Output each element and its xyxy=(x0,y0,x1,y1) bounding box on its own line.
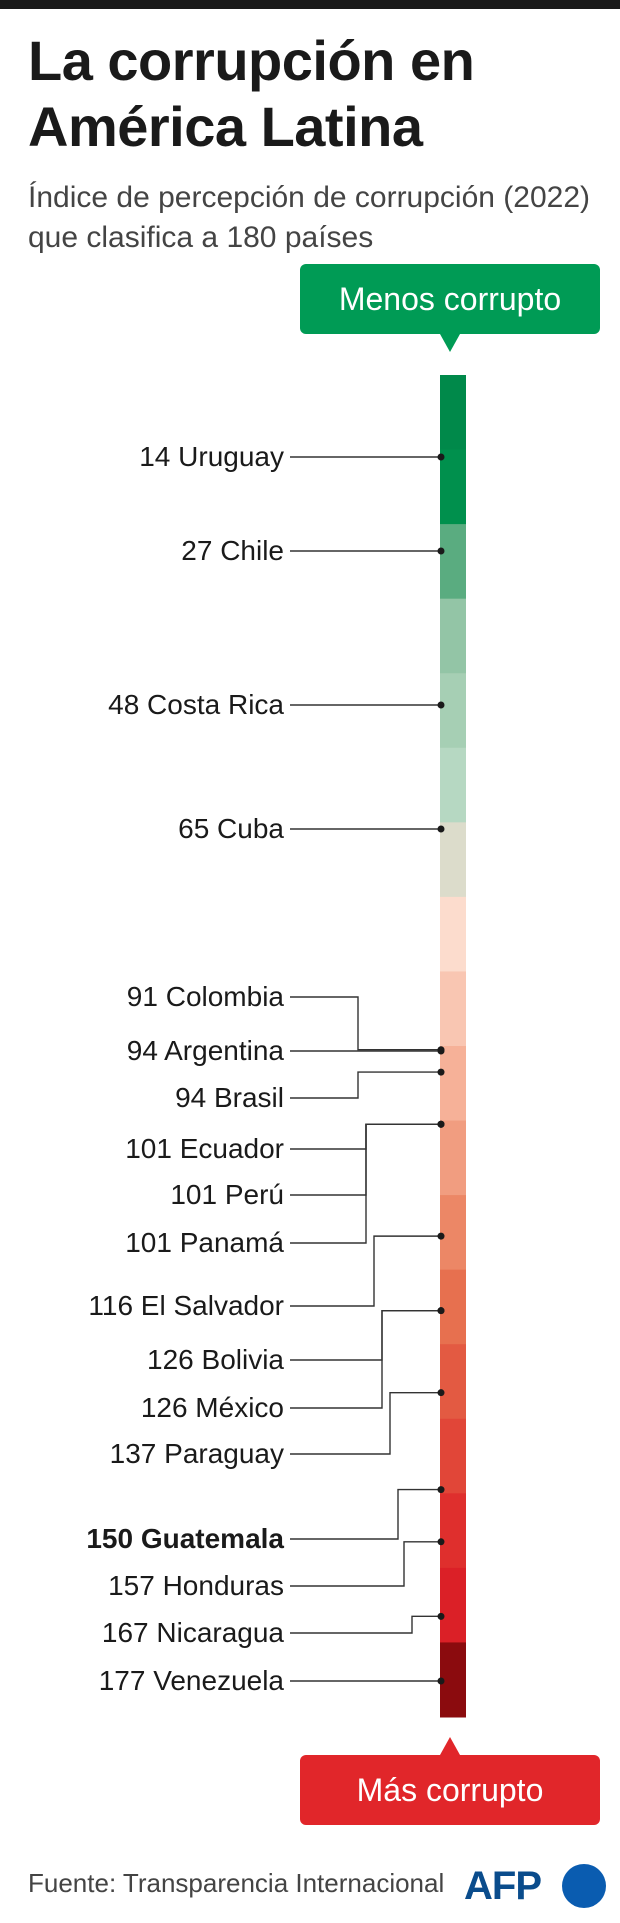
rank-marker xyxy=(437,701,445,709)
scale-segment xyxy=(440,1046,466,1122)
scale-segment xyxy=(440,598,466,674)
rank-marker xyxy=(437,1677,445,1685)
country-label: 157 Honduras xyxy=(108,1570,284,1601)
scale-segment xyxy=(440,1120,466,1196)
country-label: 94 Brasil xyxy=(175,1082,284,1113)
scale-segment xyxy=(440,1418,466,1494)
leader-line xyxy=(290,1235,441,1307)
country-label: 177 Venezuela xyxy=(99,1665,285,1696)
country-label: 101 Ecuador xyxy=(125,1133,284,1164)
source-note: Fuente: Transparencia Internacional xyxy=(28,1868,445,1898)
chart-subtitle: Índice de percepción de corrupción (2022… xyxy=(28,181,591,254)
country-label: 94 Argentina xyxy=(127,1035,285,1066)
rank-marker xyxy=(437,1068,445,1076)
scale-segment xyxy=(440,1195,466,1271)
rank-marker xyxy=(437,1612,445,1620)
scale-segment xyxy=(440,524,466,600)
scale-segment xyxy=(440,1567,466,1643)
rank-marker xyxy=(437,1047,445,1055)
leader-line xyxy=(290,1488,441,1540)
afp-logo-dot-icon xyxy=(562,1864,606,1908)
rank-marker xyxy=(437,1486,445,1494)
country-label: 116 El Salvador xyxy=(88,1290,284,1321)
leader-line xyxy=(290,1541,441,1587)
country-label: 14 Uruguay xyxy=(139,441,284,472)
country-label: 27 Chile xyxy=(181,535,284,566)
country-label: 126 México xyxy=(141,1392,284,1423)
scale-segment xyxy=(440,896,466,972)
scale-segment xyxy=(440,449,466,525)
scale-top-label: Menos corrupto xyxy=(300,264,600,352)
scale-segment xyxy=(440,1344,466,1420)
leader-line xyxy=(290,1123,441,1244)
scale-segment xyxy=(440,971,466,1047)
rank-marker xyxy=(437,1389,445,1397)
afp-logo: AFP xyxy=(464,1864,614,1908)
rank-marker xyxy=(437,825,445,833)
leader-line xyxy=(290,1615,441,1634)
rank-marker xyxy=(437,453,445,461)
scale-bottom-label: Más corrupto xyxy=(300,1737,600,1825)
leader-line xyxy=(290,1071,441,1099)
rank-marker xyxy=(437,547,445,555)
country-label: 150 Guatemala xyxy=(86,1523,284,1554)
rank-marker xyxy=(437,1120,445,1128)
leader-line xyxy=(290,1309,441,1361)
scale-segment xyxy=(440,1269,466,1345)
leader-line xyxy=(290,1391,441,1455)
country-label: 65 Cuba xyxy=(178,813,284,844)
afp-logo-text: AFP xyxy=(464,1864,542,1908)
country-label: 48 Costa Rica xyxy=(108,689,284,720)
chart-title: La corrupción en América Latina xyxy=(28,29,475,158)
scale-segment xyxy=(440,375,466,451)
leader-line xyxy=(290,996,441,1051)
scale-segment xyxy=(440,822,466,898)
country-label: 101 Perú xyxy=(170,1179,284,1210)
country-label: 167 Nicaragua xyxy=(102,1617,285,1648)
top-rule xyxy=(0,0,620,9)
country-label: 137 Paraguay xyxy=(110,1438,284,1469)
rank-marker xyxy=(437,1232,445,1240)
country-label: 91 Colombia xyxy=(127,981,285,1012)
rank-marker xyxy=(437,1538,445,1546)
rank-marker xyxy=(437,1307,445,1315)
country-label: 101 Panamá xyxy=(125,1227,284,1258)
country-label: 126 Bolivia xyxy=(147,1344,284,1375)
leader-line xyxy=(290,1309,441,1409)
scale-segment xyxy=(440,1493,466,1569)
scale-segment xyxy=(440,673,466,749)
scale-segment xyxy=(440,747,466,823)
